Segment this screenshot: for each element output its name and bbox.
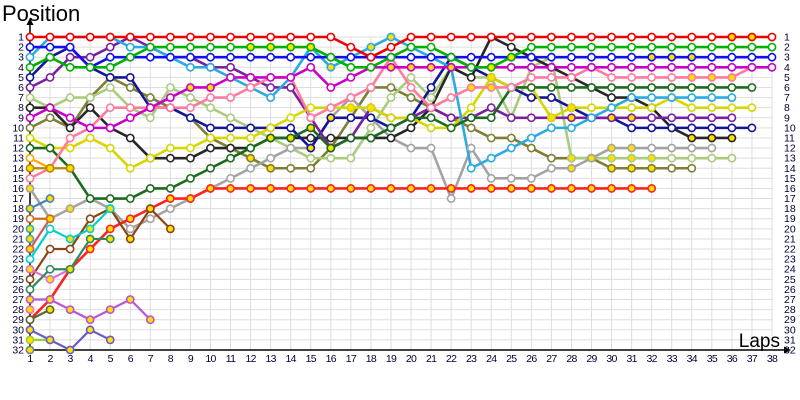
- svg-text:32: 32: [12, 345, 24, 357]
- svg-text:22: 22: [446, 353, 457, 365]
- svg-text:2: 2: [47, 353, 53, 365]
- svg-text:34: 34: [687, 353, 698, 365]
- svg-text:5: 5: [108, 353, 114, 365]
- svg-text:24: 24: [486, 353, 497, 365]
- svg-text:4: 4: [88, 353, 94, 365]
- svg-text:28: 28: [566, 353, 577, 365]
- svg-text:32: 32: [647, 353, 658, 365]
- svg-text:Laps: Laps: [739, 331, 780, 352]
- svg-text:9: 9: [188, 353, 194, 365]
- svg-text:16: 16: [326, 353, 337, 365]
- svg-text:Position: Position: [2, 1, 80, 26]
- svg-text:14: 14: [286, 353, 297, 365]
- svg-text:21: 21: [426, 353, 437, 365]
- svg-text:25: 25: [506, 353, 517, 365]
- svg-text:12: 12: [245, 353, 256, 365]
- svg-text:32: 32: [784, 345, 796, 357]
- svg-text:30: 30: [606, 353, 617, 365]
- svg-text:11: 11: [226, 353, 236, 365]
- svg-text:10: 10: [205, 353, 216, 365]
- svg-text:31: 31: [626, 353, 637, 365]
- svg-text:26: 26: [526, 353, 537, 365]
- svg-text:29: 29: [586, 353, 597, 365]
- svg-text:20: 20: [406, 353, 417, 365]
- svg-text:38: 38: [767, 353, 778, 365]
- svg-text:8: 8: [168, 353, 174, 365]
- svg-text:7: 7: [148, 353, 154, 365]
- svg-text:33: 33: [667, 353, 678, 365]
- svg-text:3: 3: [68, 353, 74, 365]
- svg-text:35: 35: [707, 353, 718, 365]
- svg-text:6: 6: [128, 353, 134, 365]
- svg-text:13: 13: [266, 353, 277, 365]
- svg-text:18: 18: [366, 353, 377, 365]
- svg-text:37: 37: [747, 353, 758, 365]
- svg-text:19: 19: [386, 353, 397, 365]
- svg-text:17: 17: [346, 353, 357, 365]
- svg-text:15: 15: [306, 353, 317, 365]
- svg-text:36: 36: [727, 353, 738, 365]
- svg-text:27: 27: [546, 353, 557, 365]
- svg-text:23: 23: [466, 353, 477, 365]
- svg-text:1: 1: [27, 353, 33, 365]
